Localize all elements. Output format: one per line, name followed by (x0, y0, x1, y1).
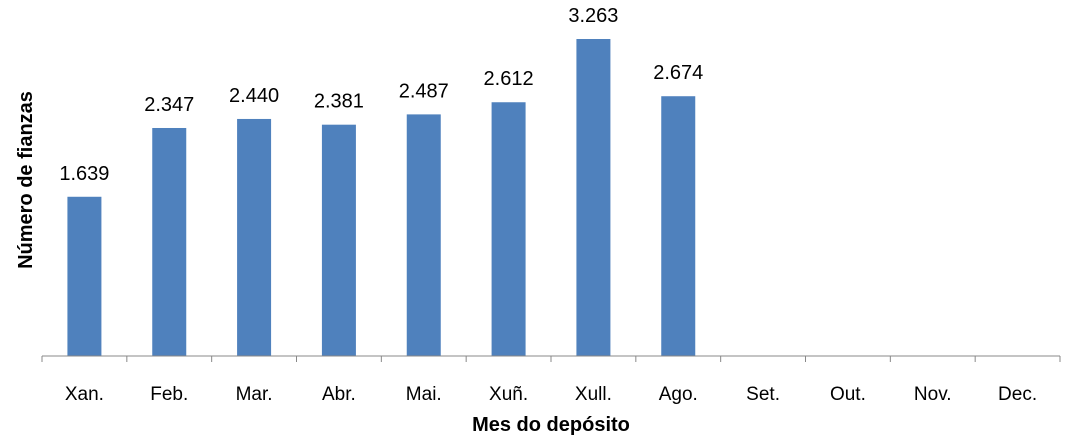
x-tick-label: Ago. (659, 384, 698, 405)
data-label: 2.381 (314, 91, 364, 113)
bars-group (67, 39, 696, 357)
x-tick-label: Xan. (65, 384, 104, 405)
x-tick-label: Abr. (322, 384, 356, 405)
bar (406, 114, 441, 356)
x-tick-label: Feb. (150, 384, 188, 405)
bar (152, 127, 187, 356)
data-label: 2.347 (144, 94, 194, 116)
x-tick-label: Out. (830, 384, 866, 405)
x-axis-title: Mes do depósito (472, 414, 630, 436)
bar (237, 118, 272, 356)
data-label: 1.639 (59, 163, 109, 185)
data-labels-group: 1.639 2.347 2.440 2.381 2.487 2.612 3.263 2.674 (59, 5, 703, 185)
bar (321, 124, 356, 356)
y-axis-title: Número de fianzas (15, 91, 37, 269)
x-tick-label: Xuñ. (489, 384, 528, 405)
x-tick-label: Dec. (998, 384, 1037, 405)
bar (67, 196, 102, 356)
x-ticks-group (41, 356, 1061, 362)
data-label: 2.674 (653, 62, 703, 84)
data-label: 2.440 (229, 85, 279, 107)
bar (661, 96, 696, 357)
data-label: 3.263 (568, 5, 618, 27)
data-label: 2.487 (399, 80, 449, 102)
x-tick-label: Set. (746, 384, 780, 405)
x-tick-labels-group: Xan. Feb. Mar. Abr. Mai. Xuñ. Xull. Ago. Set. Out… (65, 384, 1037, 405)
x-tick-label: Mai. (406, 384, 442, 405)
data-label: 2.612 (484, 68, 534, 90)
bar (491, 102, 526, 356)
x-tick-label: Mar. (236, 384, 273, 405)
x-tick-label: Nov. (914, 384, 952, 405)
x-tick-label: Xull. (575, 384, 612, 405)
bar (576, 39, 611, 356)
